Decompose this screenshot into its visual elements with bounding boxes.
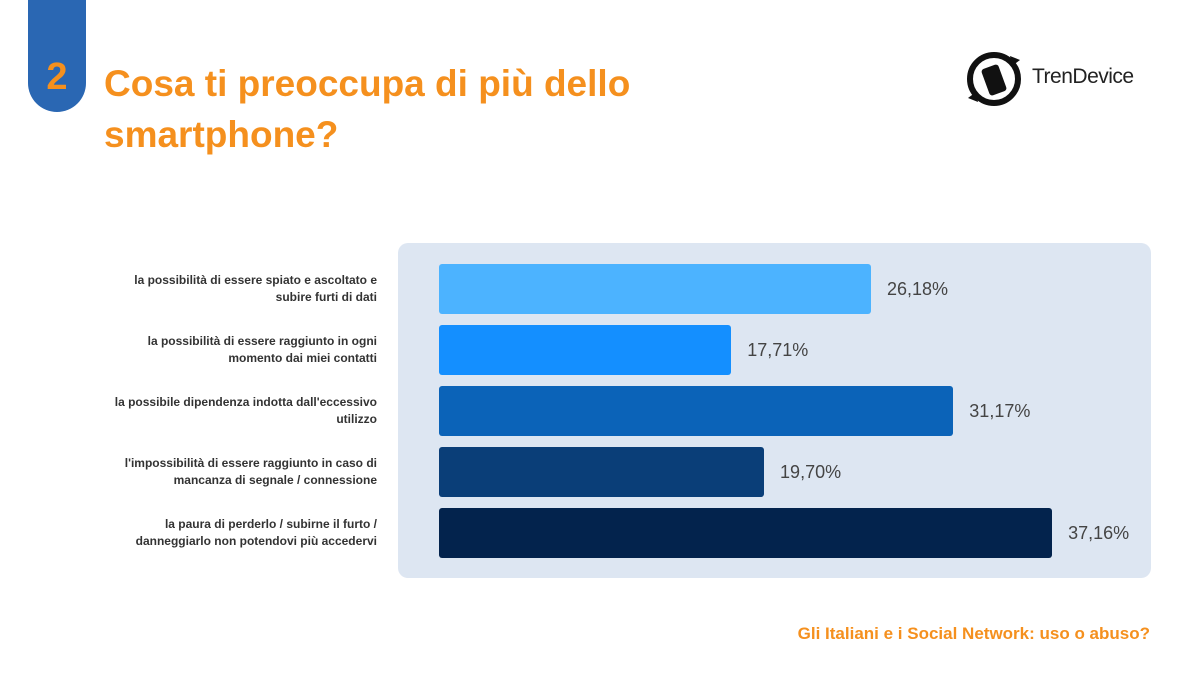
value-label: 31,17% (969, 401, 1031, 421)
value-label: 37,16% (1068, 523, 1130, 543)
category-label: la possibilità di essere spiato e ascolt… (134, 273, 377, 304)
bar (439, 264, 871, 314)
value-label: 26,18% (886, 279, 949, 299)
bar (439, 325, 732, 375)
chart-title: Cosa ti preoccupa di più dello smartphon… (104, 63, 631, 155)
category-label: la possibile dipendenza indotta dall'ecc… (114, 395, 377, 426)
bar (439, 447, 765, 497)
value-label: 17,71% (747, 340, 809, 360)
category-label: l'impossibilità di essere raggiunto in c… (124, 456, 377, 487)
footer: Gli Italiani e i Social Network: uso o a… (797, 624, 1150, 643)
value-label: 19,70% (780, 462, 842, 482)
category-label: la paura di perderlo / subirne il furto … (135, 517, 377, 548)
category-label: la possibilità di essere raggiunto in og… (147, 334, 377, 365)
badge: 2 (28, 0, 86, 112)
bar (439, 508, 1053, 558)
brand: TrenDevice (1032, 65, 1134, 88)
logo-icon (967, 52, 1021, 106)
bar (439, 386, 954, 436)
